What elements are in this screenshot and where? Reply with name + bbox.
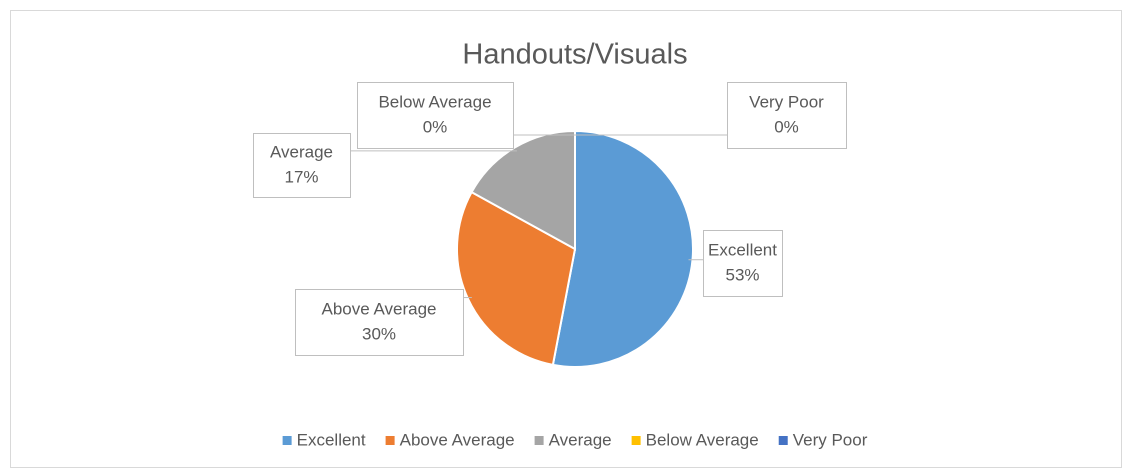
data-label-category: Average: [270, 142, 333, 161]
pie-slice: [456, 190, 577, 367]
pie-slice: [470, 129, 576, 251]
legend-swatch: [385, 436, 395, 445]
legend-swatch: [631, 436, 641, 445]
data-label-value: 17%: [284, 167, 318, 186]
legend-label: Excellent: [297, 430, 366, 449]
legend-swatch: [778, 436, 788, 445]
legend-swatch: [534, 436, 544, 445]
data-label-value: 30%: [362, 324, 396, 343]
data-label-value: 0%: [774, 117, 799, 136]
callout-box: [727, 82, 847, 149]
data-label-category: Above Average: [322, 299, 437, 318]
legend-label: Very Poor: [793, 430, 868, 449]
data-label-value: 0%: [423, 117, 448, 136]
data-label-category: Excellent: [708, 240, 777, 259]
legend-label: Above Average: [400, 430, 515, 449]
callout-box: [295, 289, 464, 356]
data-label-value: 53%: [725, 265, 759, 284]
chart-title: Handouts/Visuals: [462, 39, 687, 71]
legend-label: Average: [549, 430, 612, 449]
callout-box: [253, 133, 351, 198]
callout-box: [357, 82, 514, 149]
legend-swatch: [282, 436, 292, 445]
legend: Excellent Above Average Average Below Avera…: [282, 430, 868, 449]
data-label-category: Below Average: [378, 92, 491, 111]
callout-box: [703, 230, 783, 297]
legend-label: Below Average: [646, 430, 759, 449]
data-label-category: Very Poor: [749, 92, 824, 111]
